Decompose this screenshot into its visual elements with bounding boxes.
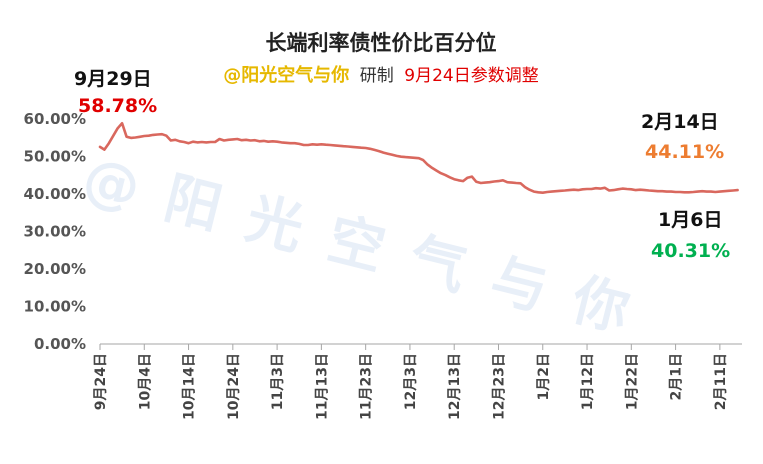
x-tick-label: 10月24日 [226, 353, 242, 420]
y-tick-label: 30.00% [24, 222, 86, 240]
y-tick-label: 10.00% [24, 297, 86, 315]
y-tick-label: 0.00% [34, 335, 86, 353]
watermark: @阳光空气与你 [77, 146, 663, 351]
annotation-peak-value: 58.78% [78, 95, 157, 117]
x-tick-label: 12月13日 [447, 353, 463, 420]
series-group [98, 122, 739, 194]
y-tick-label: 60.00% [24, 110, 86, 128]
y-axis: 0.00% 10.00% 20.00% 30.00% 40.00% 50.00% 60.00… [24, 110, 86, 353]
x-tick-label: 1月22日 [624, 353, 640, 410]
x-tick-label: 12月23日 [491, 353, 507, 420]
x-tick-label: 1月2日 [536, 353, 552, 400]
y-tick-label: 40.00% [24, 185, 86, 203]
x-axis: 9月24日 10月4日 10月14日 10月24日 11月3日 11月13日 11月23日 1… [93, 343, 742, 420]
y-tick-label: 50.00% [24, 147, 86, 165]
subtitle-handle: @阳光空气与你 [223, 64, 349, 86]
annotation-min-value: 40.31% [651, 240, 730, 262]
x-tick-label: 11月23日 [359, 353, 375, 420]
subtitle-note: 9月24日参数调整 [404, 66, 538, 86]
x-tick-label: 9月24日 [93, 353, 109, 410]
x-tick-label: 1月12日 [580, 353, 596, 410]
chart-title: 长端利率债性价比百分位 [266, 31, 497, 55]
x-tick-label: 10月4日 [137, 353, 153, 410]
x-tick-label: 11月13日 [314, 353, 330, 420]
x-tick-label: 11月3日 [270, 353, 286, 410]
x-tick-label: 2月11日 [713, 353, 729, 410]
annotation-latest-value: 44.11% [645, 141, 724, 163]
subtitle-middle: 研制 [354, 66, 399, 86]
x-tick-label: 10月14日 [182, 353, 198, 420]
chart-subtitle: @阳光空气与你 研制 9月24日参数调整 [223, 64, 538, 86]
x-tick-label: 12月3日 [403, 353, 419, 410]
annotation-min-date: 1月6日 [658, 209, 722, 231]
series-line-0 [98, 122, 739, 194]
annotation-latest-date: 2月14日 [641, 111, 719, 133]
y-tick-label: 20.00% [24, 260, 86, 278]
annotation-peak-date: 9月29日 [74, 68, 152, 90]
x-tick-label: 2月1日 [669, 353, 685, 400]
